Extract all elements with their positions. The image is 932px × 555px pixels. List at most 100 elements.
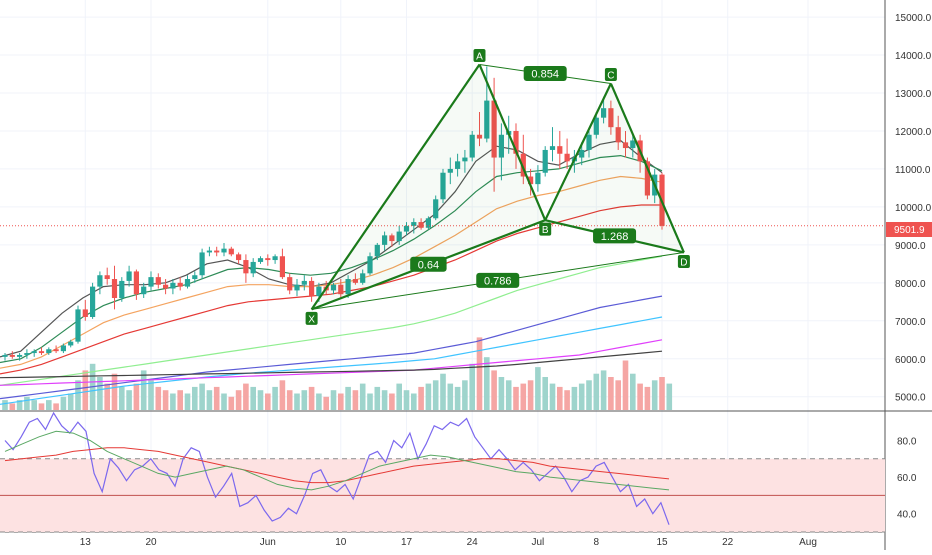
candle-body[interactable] <box>184 279 191 287</box>
candle-body[interactable] <box>206 250 212 253</box>
candle-body[interactable] <box>352 279 358 283</box>
candle-body[interactable] <box>374 244 380 257</box>
candle-body[interactable] <box>360 273 366 283</box>
candle-body[interactable] <box>163 284 169 289</box>
candle-body[interactable] <box>579 149 585 158</box>
pattern-leg[interactable] <box>544 83 612 221</box>
candle-body[interactable] <box>396 231 402 242</box>
candle-body[interactable] <box>447 168 453 173</box>
candle-body[interactable] <box>97 275 103 287</box>
candle-body[interactable] <box>644 161 650 196</box>
candle-body[interactable] <box>309 280 315 297</box>
candle-body[interactable] <box>301 280 307 285</box>
candle-body[interactable] <box>520 153 526 177</box>
candle-body[interactable] <box>601 108 607 118</box>
candle-body[interactable] <box>9 354 15 357</box>
candle-body[interactable] <box>418 222 424 228</box>
pattern-point-marker[interactable] <box>604 68 617 82</box>
candle-body[interactable] <box>90 286 96 317</box>
candle-body[interactable] <box>513 130 519 154</box>
candle-body[interactable] <box>593 117 599 135</box>
candle-body[interactable] <box>279 256 285 278</box>
candle-body[interactable] <box>476 134 483 139</box>
candle-body[interactable] <box>469 134 475 158</box>
candle-body[interactable] <box>535 172 541 185</box>
pattern-point-marker[interactable] <box>473 49 486 63</box>
candle-body[interactable] <box>46 349 52 354</box>
candle-body[interactable] <box>630 140 636 149</box>
candle-body[interactable] <box>389 235 395 242</box>
pattern-leg[interactable] <box>609 83 685 253</box>
candle-body[interactable] <box>177 282 183 287</box>
candle-body[interactable] <box>133 271 139 295</box>
candle-body[interactable] <box>221 248 227 253</box>
candle-body[interactable] <box>287 277 293 291</box>
candle-body[interactable] <box>75 309 81 342</box>
candle-body[interactable] <box>2 354 8 357</box>
candle-body[interactable] <box>141 286 147 295</box>
pattern-point-marker[interactable] <box>677 254 690 268</box>
candle-body[interactable] <box>38 351 45 354</box>
candle-body[interactable] <box>250 261 256 274</box>
candle-body[interactable] <box>622 142 629 149</box>
candle-body[interactable] <box>272 256 278 261</box>
pattern-point-marker[interactable] <box>539 222 552 236</box>
candle-body[interactable] <box>367 256 373 274</box>
candle-body[interactable] <box>411 222 417 226</box>
candle-body[interactable] <box>557 146 563 154</box>
candle-body[interactable] <box>382 235 388 245</box>
time-axis[interactable]: 13 20 Jun 10 17 24 Jul 8 15 22 Aug <box>80 537 817 548</box>
candle-body[interactable] <box>528 176 534 185</box>
candle-body[interactable] <box>491 100 497 158</box>
candle-body[interactable] <box>60 345 66 352</box>
candle-body[interactable] <box>484 100 490 139</box>
candle-body[interactable] <box>403 225 410 232</box>
candle-body[interactable] <box>126 271 132 281</box>
candle-body[interactable] <box>243 260 249 274</box>
candle-body[interactable] <box>257 258 264 262</box>
candle-body[interactable] <box>53 349 59 352</box>
candle-body[interactable] <box>542 149 548 173</box>
candle-body[interactable] <box>549 146 556 150</box>
candle-body[interactable] <box>338 284 344 295</box>
candle-body[interactable] <box>440 172 446 200</box>
pattern-leg[interactable] <box>478 64 547 221</box>
rsi-pane[interactable]: 80.0 60.0 40.0 <box>0 411 917 533</box>
candle-body[interactable] <box>316 286 322 297</box>
candle-body[interactable] <box>31 351 37 354</box>
candle-body[interactable] <box>345 279 351 295</box>
candle-body[interactable] <box>615 127 621 143</box>
pattern-leg[interactable] <box>310 63 481 311</box>
candle-body[interactable] <box>236 254 242 261</box>
candle-body[interactable] <box>586 134 592 150</box>
candle-body[interactable] <box>17 354 23 357</box>
candle-body[interactable] <box>433 199 439 219</box>
candle-body[interactable] <box>68 341 74 346</box>
candle-body[interactable] <box>462 157 468 162</box>
candle-body[interactable] <box>199 252 205 276</box>
candle-body[interactable] <box>294 284 300 291</box>
candle-body[interactable] <box>608 108 614 128</box>
candle-body[interactable] <box>228 248 234 255</box>
candle-body[interactable] <box>155 277 161 285</box>
candle-body[interactable] <box>564 153 570 162</box>
pattern-point-marker[interactable] <box>305 311 318 325</box>
candle-body[interactable] <box>170 282 176 289</box>
candle-body[interactable] <box>330 284 337 291</box>
harmonic-pattern[interactable]: 0.64 0.854 1.268 0.786 X A B C D <box>305 49 690 325</box>
candle-body[interactable] <box>119 280 125 299</box>
candle-body[interactable] <box>111 279 118 299</box>
candle-body[interactable] <box>82 309 88 317</box>
candle-body[interactable] <box>104 275 110 280</box>
candle-body[interactable] <box>265 258 271 261</box>
candle-body[interactable] <box>24 353 30 355</box>
candle-body[interactable] <box>425 218 431 228</box>
price-axis[interactable]: 15000.0 14000.0 13000.0 12000.0 11000.0 10000… <box>895 13 932 404</box>
candle-body[interactable] <box>214 250 220 253</box>
candle-body[interactable] <box>498 134 504 158</box>
candle-body[interactable] <box>455 161 461 169</box>
candle-body[interactable] <box>192 275 198 280</box>
candle-body[interactable] <box>148 277 154 287</box>
